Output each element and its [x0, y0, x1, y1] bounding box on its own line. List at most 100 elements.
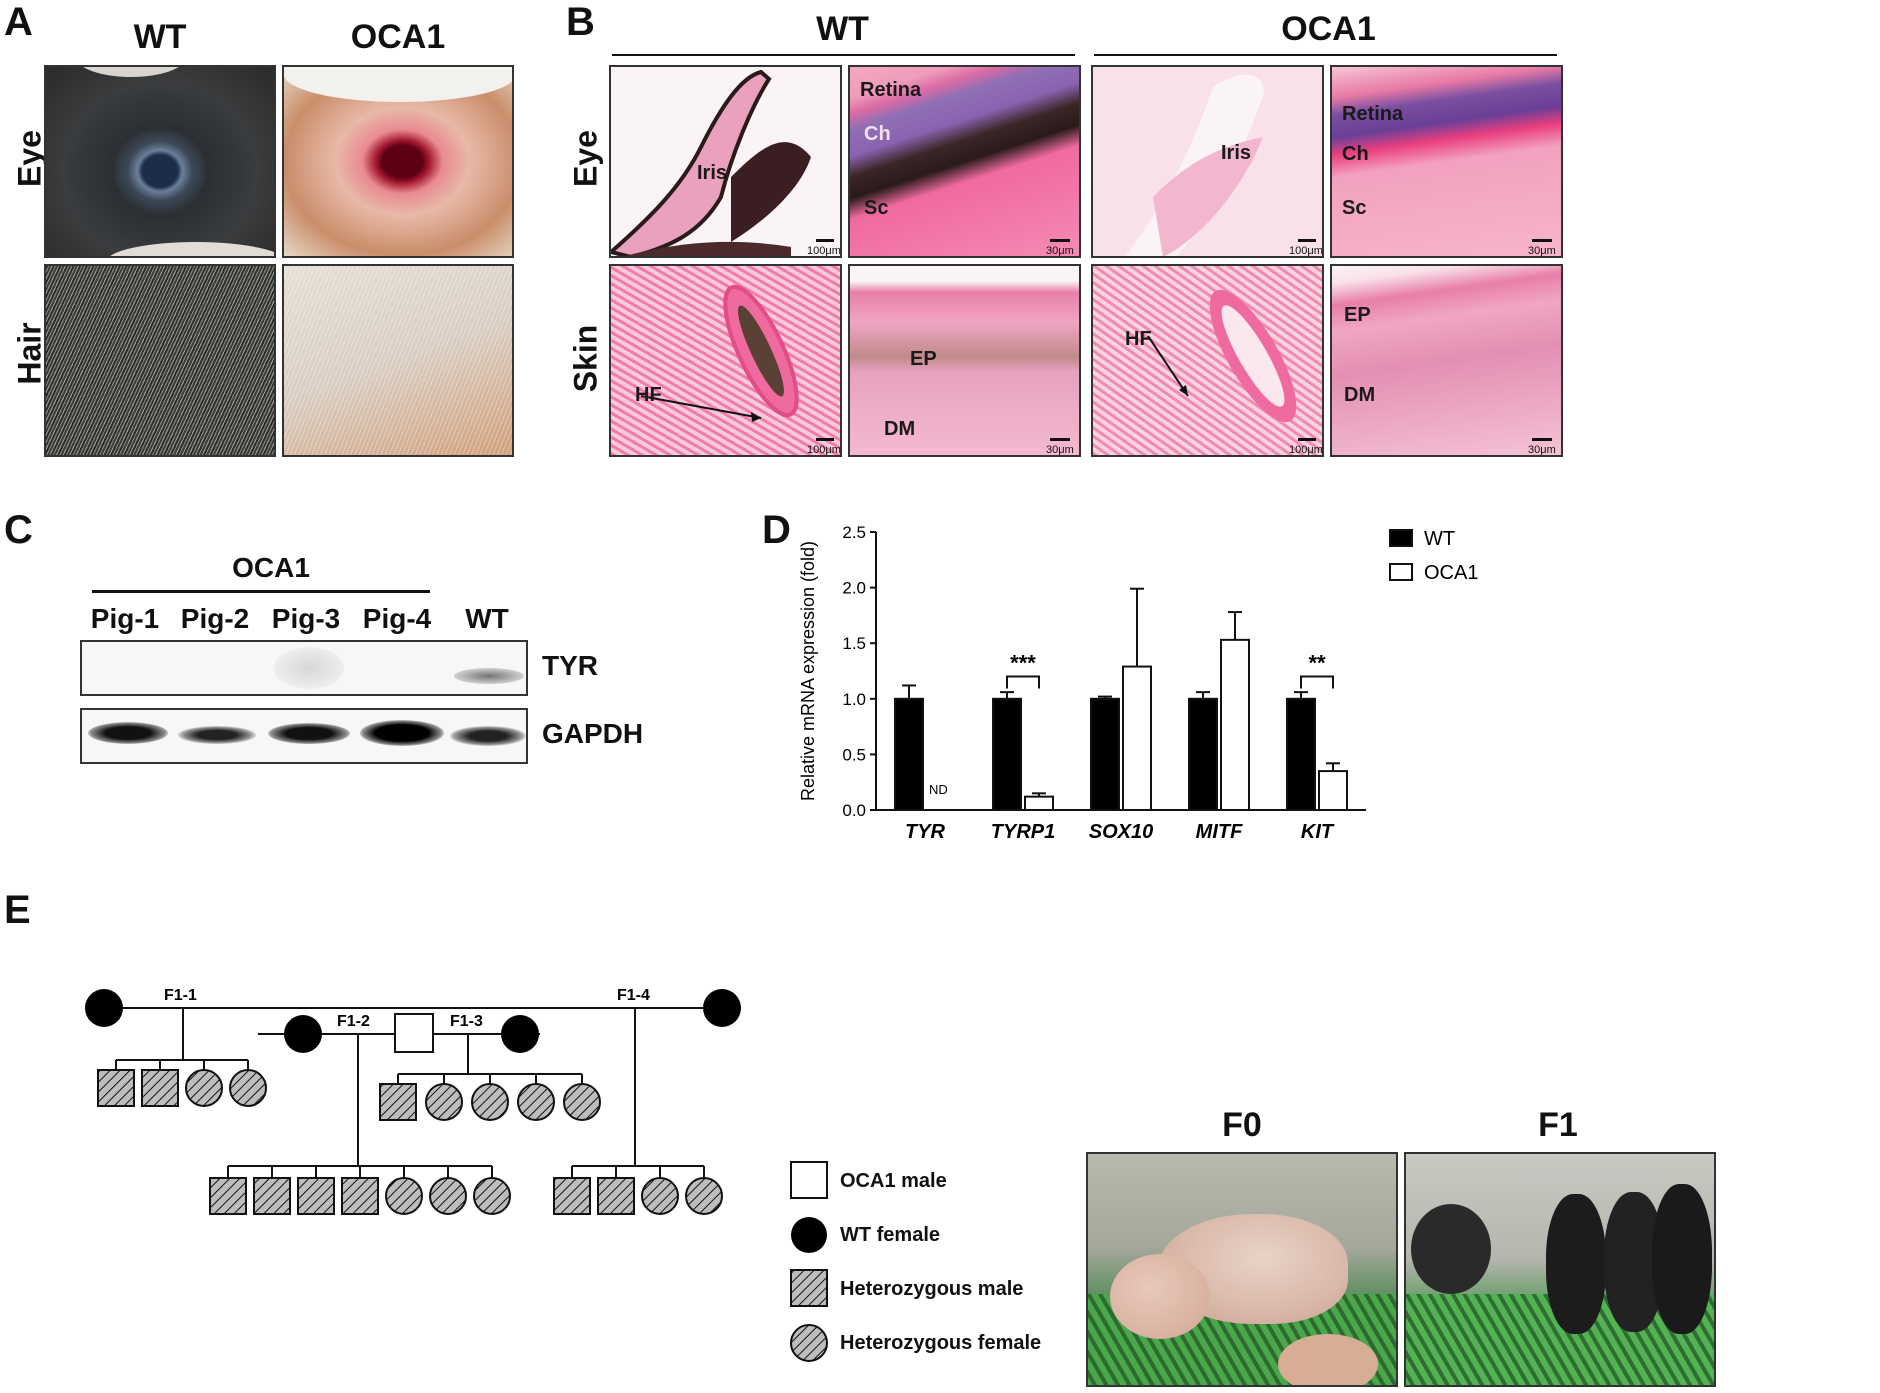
panel-b-header-oca1: OCA1: [1281, 10, 1376, 48]
offspring-het-female: [425, 1083, 463, 1121]
oca1-iris-label: Iris: [1221, 142, 1252, 164]
panel-c-group-line: [92, 590, 430, 593]
legend-het-male-symbol: [790, 1269, 828, 1307]
wt-hf-scale-bar: [816, 438, 834, 441]
offspring-het-male: [553, 1177, 591, 1215]
y-tick-label: 0.0: [842, 801, 866, 820]
wt-hf-shape: [640, 284, 799, 422]
pedigree-legend-symbols: [790, 1161, 828, 1362]
photo-header-f1: F1: [1538, 1106, 1578, 1144]
x-category-label: MITF: [1196, 821, 1243, 843]
wt-retina-scale-bar: [1050, 239, 1070, 242]
offspring-het-female: [685, 1177, 723, 1215]
wt-ep-label: EP: [910, 348, 937, 370]
legend-het-male: Heterozygous male: [840, 1278, 1024, 1300]
panel-label-b: B: [566, 0, 595, 44]
oca1-iris-scale-text: 100μm: [1289, 245, 1323, 257]
offspring-het-female: [229, 1069, 267, 1107]
oca1-hair-texture: [284, 266, 512, 455]
wt-ch-label: Ch: [864, 123, 891, 145]
bar-wt-tyrp1: [992, 697, 1022, 811]
significance-bracket: [1300, 675, 1334, 689]
panel-label-a: A: [4, 0, 33, 44]
x-category-label: KIT: [1301, 821, 1335, 843]
wt-sc-label: Sc: [864, 197, 889, 219]
wt-hf-scale-text: 100μm: [807, 444, 841, 456]
oca1-dm-label: DM: [1344, 384, 1376, 406]
offspring-het-female: [563, 1083, 601, 1121]
oca1-eye-glove: [284, 67, 512, 102]
bar-oca1-tyrp1: [1024, 795, 1054, 812]
wt-iris-label: Iris: [697, 162, 728, 184]
y-tick-label: 2.0: [842, 579, 866, 598]
oca1-retina-tile: Retina Ch Sc 30μm: [1330, 65, 1563, 258]
wt-ep-tile: EP DM 30μm: [848, 264, 1081, 457]
legend-swatch-oca1: [1389, 563, 1413, 581]
gapdh-band-pig-1: [88, 722, 168, 744]
wt-eye-glove: [76, 67, 186, 77]
pedigree-label-f1-2: F1-2: [337, 1013, 370, 1030]
offspring-het-male: [97, 1069, 135, 1107]
offspring-het-female: [385, 1177, 423, 1215]
offspring-het-male: [379, 1083, 417, 1121]
panel-c-group-label: OCA1: [232, 552, 310, 583]
f0-pig-head: [1110, 1254, 1210, 1339]
lane-label-pig-2: Pig-2: [180, 603, 250, 634]
pedigree-label-f1-4: F1-4: [617, 987, 650, 1004]
oca1-retina-label: Retina: [1342, 103, 1404, 125]
panel-a-row-hair: Hair: [11, 322, 48, 385]
offspring-het-female: [517, 1083, 555, 1121]
gapdh-band-wt: [450, 726, 526, 746]
oca1-iris-tile: Iris 100μm: [1091, 65, 1324, 258]
tyr-blot: [80, 640, 528, 696]
photo-header-f0: F0: [1222, 1106, 1262, 1144]
wt-ep-scale-text: 30μm: [1046, 444, 1074, 456]
wt-iris-scale-text: 100μm: [807, 245, 841, 257]
wt-dm-label: DM: [884, 418, 916, 440]
panel-b-line-oca1: [1094, 54, 1557, 56]
oca1-hair-photo: [282, 264, 514, 457]
pedigree-label-f1-3: F1-3: [450, 1013, 483, 1030]
offspring-het-female: [473, 1177, 511, 1215]
oca1-ep-tile: EP DM 30μm: [1330, 264, 1563, 457]
panel-label-d: D: [762, 508, 791, 552]
offspring-het-female: [429, 1177, 467, 1215]
oca1-hf-shape: [1147, 289, 1297, 423]
wt-iris-tile: Iris 100μm: [609, 65, 842, 258]
gapdh-band-pig-2: [178, 726, 256, 744]
significance-stars: ***: [1010, 651, 1036, 676]
gapdh-blot: [80, 708, 528, 764]
lane-label-wt: WT: [465, 603, 509, 634]
legend-wt-female: WT female: [840, 1224, 941, 1246]
wt-retina-label: Retina: [860, 79, 922, 101]
mrna-expression-chart: 0.0 0.5 1.0 1.5 2.0 2.5 Relative mRNA expressi…: [798, 523, 1478, 843]
bar-wt-tyr: [894, 697, 924, 811]
annotation-nd: ND: [929, 782, 948, 797]
offspring-het-male: [253, 1177, 291, 1215]
bar-oca1-sox10: [1122, 665, 1152, 811]
oca1-founder-male: [394, 1013, 434, 1053]
oca1-retina-scale-text: 30μm: [1528, 245, 1556, 257]
wt-hf-tile: HF 100μm: [609, 264, 842, 457]
y-axis-label: Relative mRNA expression (fold): [798, 541, 818, 801]
tyr-band-label: TYR: [542, 650, 598, 681]
tyr-band-wt: [454, 668, 524, 684]
y-tick-label: 1.5: [842, 634, 866, 653]
bar-wt-kit: [1286, 697, 1316, 811]
oca1-iris-shape: [1125, 74, 1264, 256]
legend-oca1-male-symbol: [790, 1161, 828, 1199]
wt-eye-photo: [44, 65, 276, 258]
y-tick-label: 1.0: [842, 690, 866, 709]
tyr-band-pig-3: [274, 647, 344, 689]
f0-pig-photo: [1086, 1152, 1398, 1387]
oca1-ep-scale-bar: [1532, 438, 1552, 441]
significance-stars: **: [1308, 651, 1326, 676]
x-category-label: SOX10: [1089, 821, 1153, 843]
panel-b-row-skin: Skin: [567, 324, 604, 393]
offspring-het-male: [141, 1069, 179, 1107]
legend-het-female: Heterozygous female: [840, 1332, 1042, 1354]
y-tick-label: 2.5: [842, 523, 866, 542]
offspring-het-female: [471, 1083, 509, 1121]
lane-label-pig-1: Pig-1: [90, 603, 160, 634]
legend-oca1-male: OCA1 male: [840, 1170, 947, 1192]
